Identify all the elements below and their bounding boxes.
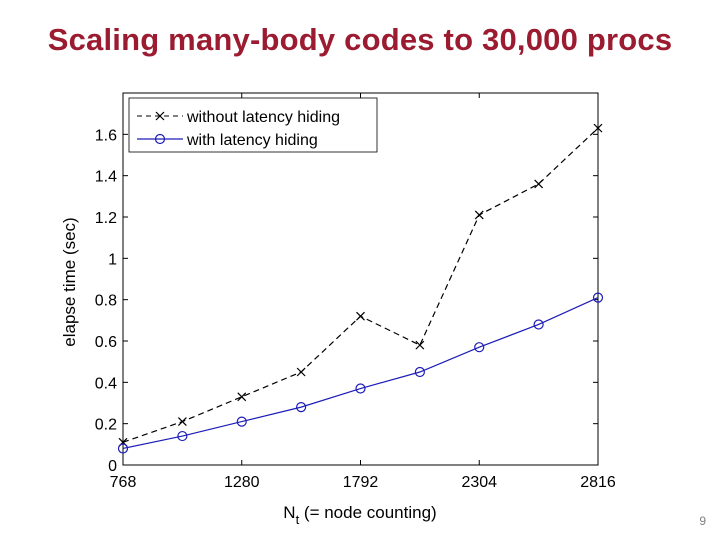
legend-circle-marker — [154, 133, 166, 145]
y-tick-label: 1.6 — [95, 127, 117, 144]
y-tick-label: 0 — [108, 458, 117, 475]
data-point-circle-marker — [592, 292, 604, 303]
data-point-x-marker — [296, 367, 306, 377]
data-point-x-marker — [474, 210, 484, 220]
x-axis: 768 1280 1792 2304 2816 — [110, 93, 616, 491]
data-point-circle-marker — [355, 383, 366, 394]
legend-box — [128, 97, 378, 153]
legend-label-with: with latency hiding — [186, 132, 318, 149]
page-number: 9 — [699, 514, 706, 528]
series-layer — [117, 123, 604, 454]
data-point-circle-marker — [177, 430, 188, 442]
data-point-x-marker — [356, 311, 365, 321]
data-point-x-marker — [237, 392, 247, 402]
y-axis: 0 0.2 0.4 0.6 0.8 1 1.2 1.4 1.6 — [95, 127, 598, 475]
data-point-circle-marker — [533, 319, 544, 330]
legend-x-marker — [155, 111, 165, 121]
data-point-circle-marker — [414, 366, 425, 378]
slide-title: Scaling many-body codes to 30,000 procs — [47, 22, 673, 57]
data-point-x-marker — [593, 123, 603, 133]
x-tick-label: 2304 — [461, 474, 497, 491]
y-axis-label: elapse time (sec) — [60, 217, 79, 346]
y-tick-label: 1.2 — [95, 210, 117, 227]
x-tick-label: 2816 — [580, 474, 616, 491]
y-tick-label: 0.4 — [95, 375, 117, 392]
y-tick-label: 1 — [108, 251, 117, 268]
data-point-circle-marker — [296, 402, 307, 413]
x-tick-label: 1280 — [224, 474, 260, 491]
legend: without latency hiding with latency hidi… — [128, 97, 378, 153]
y-tick-label: 0.8 — [95, 293, 117, 310]
data-point-x-marker — [534, 179, 544, 189]
x-axis-label-rest: (= node counting) — [299, 503, 437, 522]
data-point-circle-marker — [117, 443, 129, 454]
y-tick-label: 1.4 — [95, 169, 117, 186]
x-axis-label-main: N — [283, 503, 295, 522]
legend-marker-without — [155, 111, 165, 121]
legend-marker-with — [154, 133, 166, 145]
data-point-x-marker — [177, 417, 187, 427]
x-tick-label: 1792 — [343, 474, 379, 491]
x-axis-label-subscript: t — [296, 512, 300, 527]
data-point-circle-marker — [236, 416, 247, 427]
x-tick-label: 768 — [110, 474, 137, 491]
plot-area — [122, 92, 599, 466]
x-axis-label: Nt (= node counting) — [283, 503, 436, 527]
series-line-1 — [122, 297, 599, 450]
data-point-x-marker — [415, 340, 425, 350]
data-point-circle-marker — [474, 342, 485, 353]
legend-label-without: without latency hiding — [186, 109, 340, 126]
y-tick-label: 0.6 — [95, 334, 117, 351]
y-tick-label: 0.2 — [95, 417, 117, 434]
